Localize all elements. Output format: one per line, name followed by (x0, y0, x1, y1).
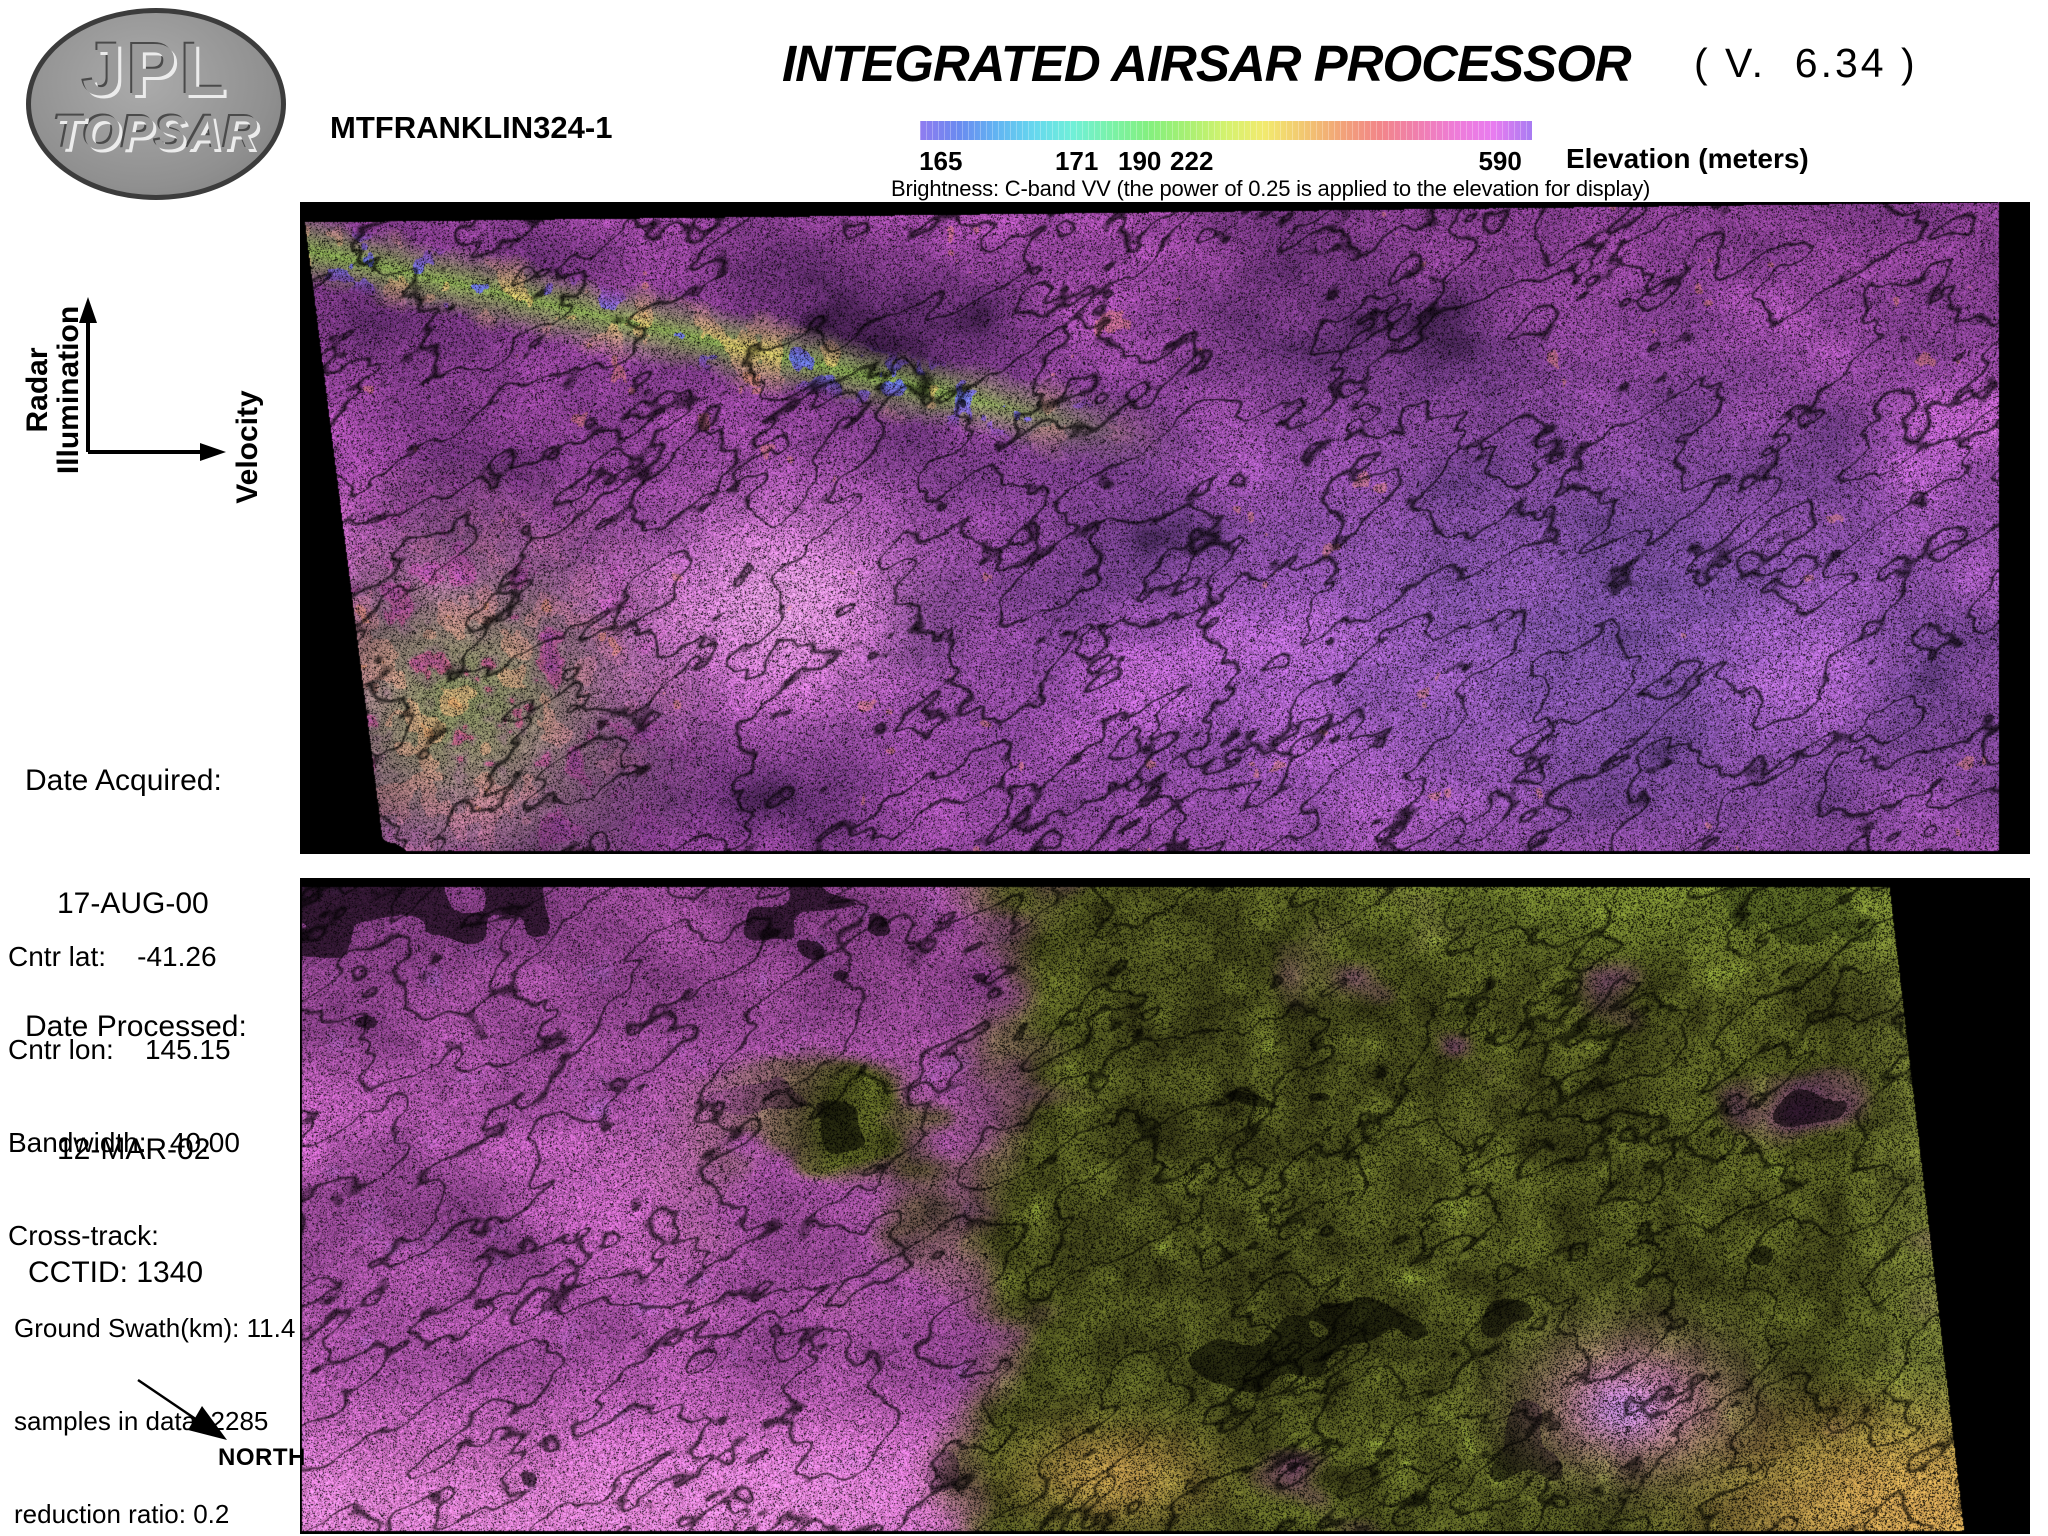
date-acquired-value: 17-AUG-00 (57, 887, 209, 920)
cctid-value: CCTID: 1340 (28, 1256, 204, 1289)
jpl-topsar-logo: JPL TOPSAR (26, 8, 286, 200)
colorbar-tick: 190 (1118, 146, 1162, 176)
cross-track-label: Cross-track: (8, 1220, 159, 1251)
page-title: INTEGRATED AIRSAR PROCESSOR (782, 35, 1632, 92)
colorbar-tick: 222 (1170, 146, 1214, 176)
elevation-colorbar-gradient (920, 121, 1532, 140)
elevation-colorbar-ticks: 165 171 190 222 590 (919, 146, 1532, 176)
colorbar-tick: 165 (919, 146, 963, 176)
radar-illumination-label-line2: Illumination (52, 305, 85, 475)
colorbar-tick: 590 (1478, 146, 1522, 176)
radar-image-bottom (300, 878, 2030, 1534)
colorbar-tick: 171 (1054, 146, 1099, 176)
center-latitude: Cntr lat: -41.26 (8, 941, 217, 972)
orientation-axes (79, 297, 226, 461)
cross-reduction-ratio: reduction ratio: 0.2 (14, 1499, 230, 1529)
date-processed-label: Date Processed: (25, 1010, 247, 1043)
center-longitude: Cntr lon: 145.15 (8, 1034, 231, 1065)
date-acquired-label: Date Acquired: (25, 764, 222, 797)
north-label: NORTH (218, 1444, 306, 1471)
velocity-label: Velocity (231, 390, 264, 504)
radar-illumination-label: Radar Illumination (21, 295, 85, 485)
date-processed-value: 12-MAR-02 (57, 1133, 211, 1166)
north-arrow-line (137, 1378, 201, 1424)
logo-jpl-text: JPL (82, 28, 230, 111)
processor-version: ( V. 6.34 ) (1694, 40, 1918, 86)
up-arrowhead-icon (79, 297, 97, 323)
brightness-note: Brightness: C-band VV (the power of 0.25… (891, 176, 1651, 201)
north-arrowhead-icon (188, 1406, 227, 1440)
north-arrow (137, 1378, 227, 1440)
radar-image-top (300, 202, 2030, 854)
logo-topsar-text: TOPSAR (53, 107, 259, 160)
acquisition-metadata: Date Acquired: 17-AUG-00 Date Processed:… (18, 678, 247, 1375)
ground-swath: Ground Swath(km): 11.4 (14, 1313, 296, 1343)
bandwidth: Bandwidth: 40.00 (8, 1127, 240, 1158)
colorbar-units-label: Elevation (meters) (1566, 143, 1809, 174)
right-arrowhead-icon (200, 443, 226, 461)
radar-illumination-label-line1: Radar (21, 347, 54, 433)
scene-parameters: Cntr lat: -41.26 Cntr lon: 145.15 Bandwi… (8, 879, 295, 1536)
scene-id-label: MTFRANKLIN324-1 (330, 110, 613, 145)
